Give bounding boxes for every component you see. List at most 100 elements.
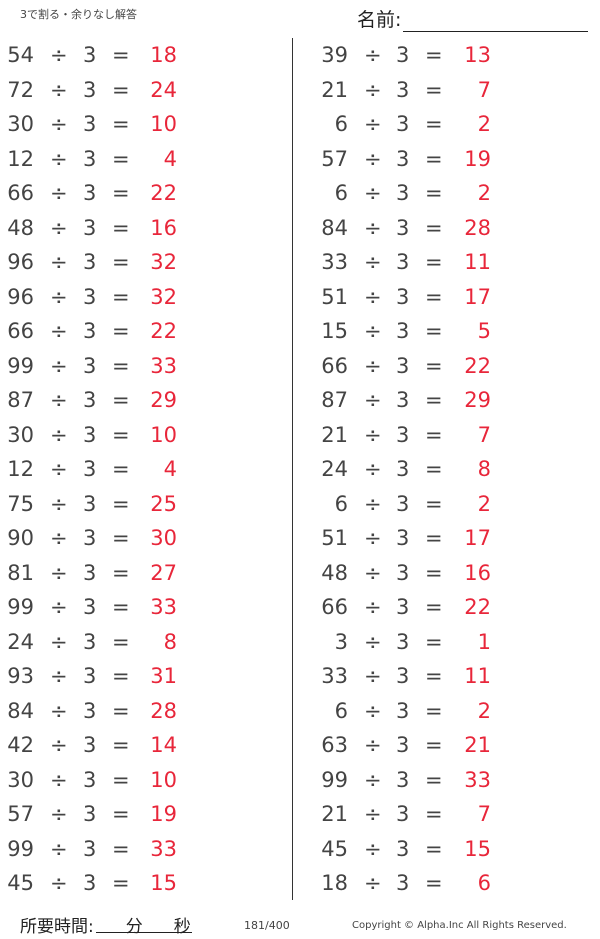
page-number: 181/400 bbox=[244, 919, 290, 932]
divisor: 3 bbox=[83, 664, 97, 688]
divide-symbol: ÷ bbox=[364, 77, 382, 102]
equals-symbol: = bbox=[112, 353, 130, 378]
equals-symbol: = bbox=[425, 43, 443, 67]
dividend: 51 bbox=[321, 526, 348, 550]
divide-symbol: ÷ bbox=[364, 871, 382, 895]
equals-symbol: = bbox=[425, 560, 443, 585]
dividend: 87 bbox=[7, 388, 34, 412]
divide-symbol: ÷ bbox=[364, 491, 382, 516]
problem-row: 42 ÷ 3 = 14 bbox=[0, 730, 600, 760]
answer: 25 bbox=[150, 491, 177, 516]
problem-row: 99 ÷ 3 = 33 bbox=[0, 592, 600, 622]
dividend: 24 bbox=[321, 457, 348, 481]
dividend: 39 bbox=[321, 43, 348, 67]
divide-symbol: ÷ bbox=[364, 284, 382, 309]
answer: 6 bbox=[477, 871, 491, 895]
divisor: 3 bbox=[396, 215, 410, 240]
problem-row: 87 ÷ 3 = 29 bbox=[0, 385, 600, 415]
dividend: 66 bbox=[7, 181, 34, 205]
equals-symbol: = bbox=[112, 767, 130, 792]
name-label: 名前: bbox=[357, 9, 402, 31]
problem-row: 6 ÷ 3 = 2 bbox=[0, 109, 600, 139]
divide-symbol: ÷ bbox=[364, 215, 382, 240]
equals-symbol: = bbox=[112, 560, 130, 585]
dividend: 33 bbox=[321, 664, 348, 688]
divisor: 3 bbox=[83, 629, 97, 654]
problem-row: 96 ÷ 3 = 32 bbox=[0, 282, 600, 312]
divide-symbol: ÷ bbox=[50, 664, 68, 688]
divisor: 3 bbox=[396, 457, 410, 481]
divide-symbol: ÷ bbox=[364, 181, 382, 205]
divisor: 3 bbox=[396, 319, 410, 343]
equals-symbol: = bbox=[425, 491, 443, 516]
divisor: 3 bbox=[83, 526, 97, 550]
dividend: 93 bbox=[7, 664, 34, 688]
divide-symbol: ÷ bbox=[364, 560, 382, 585]
divide-symbol: ÷ bbox=[364, 422, 382, 447]
name-field: 名前: bbox=[357, 5, 589, 32]
copyright: Copyright © Alpha.Inc All Rights Reserve… bbox=[352, 920, 567, 931]
divide-symbol: ÷ bbox=[50, 802, 68, 826]
equals-symbol: = bbox=[112, 871, 130, 895]
dividend: 75 bbox=[7, 491, 34, 516]
dividend: 57 bbox=[7, 802, 34, 826]
problem-row: 93 ÷ 3 = 31 bbox=[0, 661, 600, 691]
equals-symbol: = bbox=[425, 836, 443, 861]
dividend: 66 bbox=[321, 595, 348, 619]
answer: 27 bbox=[150, 560, 177, 585]
divisor: 3 bbox=[83, 319, 97, 343]
equals-symbol: = bbox=[112, 595, 130, 619]
divide-symbol: ÷ bbox=[50, 181, 68, 205]
divisor: 3 bbox=[396, 422, 410, 447]
time-taken: 所要時間: 分 秒 bbox=[20, 912, 192, 937]
divide-symbol: ÷ bbox=[50, 353, 68, 378]
worksheet-title: 3で割る・余りなし解答 bbox=[20, 8, 137, 21]
problem-row: 30 ÷ 3 = 10 bbox=[0, 420, 600, 450]
answer: 10 bbox=[150, 767, 177, 792]
problem-row: 15 ÷ 3 = 5 bbox=[0, 316, 600, 346]
answer: 29 bbox=[464, 388, 491, 412]
problem-row: 54 ÷ 3 = 18 bbox=[0, 40, 600, 70]
answer: 28 bbox=[464, 215, 491, 240]
divisor: 3 bbox=[396, 698, 410, 723]
equals-symbol: = bbox=[425, 215, 443, 240]
divide-symbol: ÷ bbox=[50, 43, 68, 67]
equals-symbol: = bbox=[112, 457, 130, 481]
divide-symbol: ÷ bbox=[50, 560, 68, 585]
divisor: 3 bbox=[83, 388, 97, 412]
problem-row: 84 ÷ 3 = 28 bbox=[0, 696, 600, 726]
divide-symbol: ÷ bbox=[364, 664, 382, 688]
answer: 32 bbox=[150, 284, 177, 309]
problem-row: 99 ÷ 3 = 33 bbox=[0, 351, 600, 381]
equals-symbol: = bbox=[425, 388, 443, 412]
problem-row: 12 ÷ 3 = 4 bbox=[0, 144, 600, 174]
answer: 13 bbox=[464, 43, 491, 67]
divisor: 3 bbox=[83, 457, 97, 481]
dividend: 12 bbox=[7, 457, 34, 481]
answer: 30 bbox=[150, 526, 177, 550]
equals-symbol: = bbox=[425, 146, 443, 171]
divisor: 3 bbox=[83, 560, 97, 585]
equals-symbol: = bbox=[425, 698, 443, 723]
answer: 22 bbox=[464, 595, 491, 619]
divisor: 3 bbox=[396, 526, 410, 550]
dividend: 51 bbox=[321, 284, 348, 309]
equals-symbol: = bbox=[112, 77, 130, 102]
divisor: 3 bbox=[83, 698, 97, 723]
answer: 7 bbox=[477, 802, 491, 826]
divisor: 3 bbox=[396, 836, 410, 861]
answer: 33 bbox=[150, 595, 177, 619]
answer: 22 bbox=[150, 181, 177, 205]
answer: 31 bbox=[150, 664, 177, 688]
equals-symbol: = bbox=[112, 491, 130, 516]
problem-row: 3 ÷ 3 = 1 bbox=[0, 627, 600, 657]
divide-symbol: ÷ bbox=[50, 215, 68, 240]
equals-symbol: = bbox=[112, 733, 130, 757]
dividend: 6 bbox=[334, 698, 348, 723]
answer: 29 bbox=[150, 388, 177, 412]
divisor: 3 bbox=[396, 629, 410, 654]
divisor: 3 bbox=[396, 733, 410, 757]
divide-symbol: ÷ bbox=[364, 802, 382, 826]
problem-row: 57 ÷ 3 = 19 bbox=[0, 144, 600, 174]
divide-symbol: ÷ bbox=[50, 422, 68, 447]
